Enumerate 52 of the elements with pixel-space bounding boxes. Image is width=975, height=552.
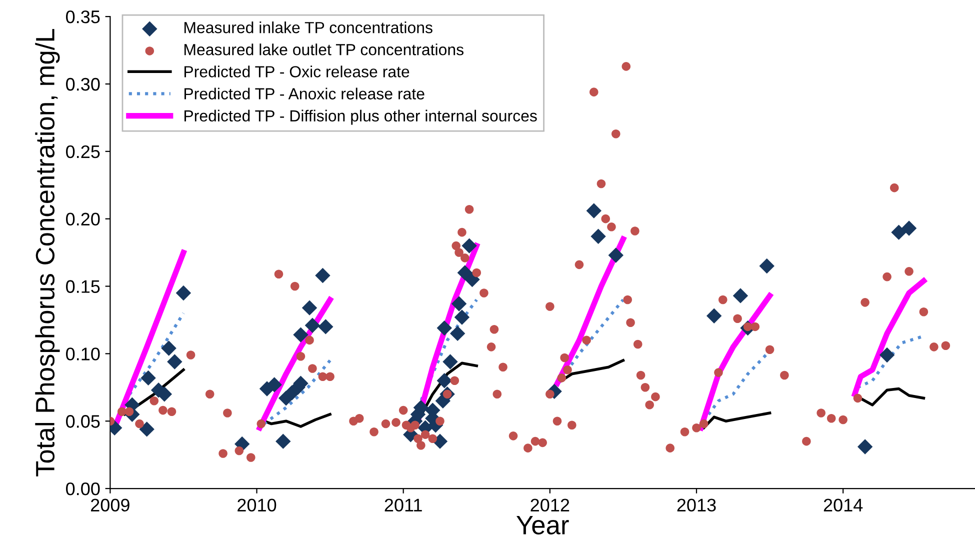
point [451, 296, 467, 312]
y-tick-label: 0.25 [66, 145, 100, 158]
legend-label: Measured inlake TP concentrations [184, 21, 432, 34]
x-tick-label: 2014 [824, 498, 863, 512]
point [462, 238, 477, 254]
point [315, 268, 330, 284]
y-tick-label: 0.05 [66, 415, 100, 428]
x-tick-label: 2009 [91, 498, 130, 512]
point [857, 439, 873, 454]
y-tick-label: 0.20 [66, 212, 100, 226]
point [608, 248, 624, 263]
point [732, 288, 748, 304]
point [590, 228, 606, 244]
point [586, 203, 602, 218]
x-tick-label: 2013 [677, 498, 716, 512]
y-tick-label: 0.30 [66, 78, 100, 91]
point [442, 354, 458, 370]
point [454, 310, 470, 325]
point [140, 370, 156, 386]
point [759, 258, 774, 274]
y-axis-title: Total Phosphorus Concentration, mg/L [35, 28, 60, 476]
point [901, 220, 917, 236]
x-axis-title: Year [516, 516, 569, 534]
point [276, 434, 291, 449]
point [436, 373, 452, 388]
y-tick-label: 0.00 [66, 482, 100, 496]
legend-label: Predicted TP - Anoxic release rate [184, 88, 424, 100]
point [436, 320, 452, 336]
point [318, 319, 334, 334]
legend-label: Predicted TP - Oxic release rate [184, 66, 410, 78]
point [139, 422, 154, 437]
point [304, 318, 320, 333]
point [161, 340, 176, 356]
point [706, 308, 722, 324]
point [176, 285, 192, 301]
point [167, 354, 182, 370]
point [450, 326, 466, 342]
point [879, 347, 895, 363]
point [293, 327, 308, 342]
y-tick-label: 0.10 [66, 348, 100, 360]
legend-label: Predicted TP - Diffision plus other internal sources [184, 110, 537, 125]
x-tick-label: 2011 [384, 498, 422, 512]
point [266, 377, 282, 392]
legend-label: Measured lake outlet TP concentrations [184, 44, 464, 56]
point [457, 265, 473, 280]
x-tick-label: 2012 [530, 498, 570, 512]
point [302, 300, 318, 316]
point [464, 272, 480, 288]
point [891, 224, 906, 240]
y-tick-label: 0.15 [66, 280, 100, 293]
x-tick-label: 2010 [238, 498, 276, 512]
y-tick-label: 0.35 [66, 10, 100, 24]
